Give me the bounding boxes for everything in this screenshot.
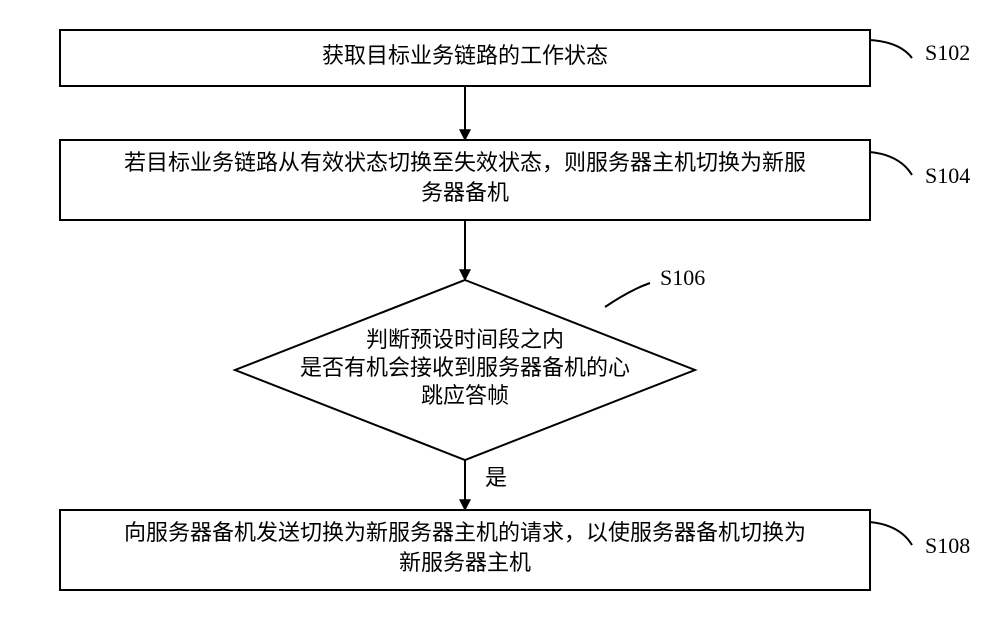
step-2-leader [870,152,912,175]
decision-text: 判断预设时间段之内是否有机会接收到服务器备机的心跳应答帧 [300,327,630,408]
step-1-label: S102 [925,40,970,65]
decision-leader [605,283,650,307]
step-3-leader [870,522,912,545]
step-3-label: S108 [925,533,970,558]
step-3-text: 向服务器备机发送切换为新服务器主机的请求，以使服务器备机切换为新服务器主机 [124,520,806,575]
step-1-text: 获取目标业务链路的工作状态 [322,43,608,68]
step-2-label: S104 [925,163,970,188]
decision-label: S106 [660,265,705,290]
decision-yes-text: 是 [485,465,507,490]
step-1-leader [870,40,912,58]
step-2-text: 若目标业务链路从有效状态切换至失效状态，则服务器主机切换为新服务器备机 [124,150,806,205]
